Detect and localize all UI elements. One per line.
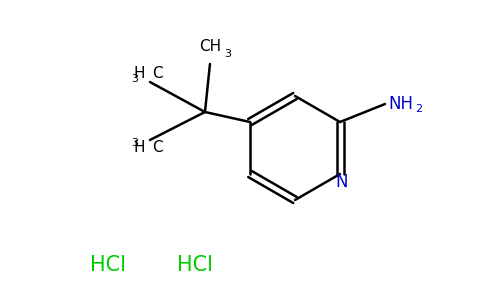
Text: H: H <box>134 140 145 155</box>
Text: 2: 2 <box>415 104 422 114</box>
Text: NH: NH <box>388 95 413 113</box>
Text: N: N <box>336 173 348 191</box>
Text: 3: 3 <box>224 49 231 59</box>
Text: C: C <box>152 67 163 82</box>
Text: CH: CH <box>199 39 221 54</box>
Text: HCl: HCl <box>90 255 126 275</box>
Text: 3: 3 <box>131 138 138 148</box>
Text: HCl: HCl <box>177 255 213 275</box>
Text: C: C <box>152 140 163 155</box>
Text: H: H <box>134 67 145 82</box>
Text: 3: 3 <box>131 74 138 84</box>
